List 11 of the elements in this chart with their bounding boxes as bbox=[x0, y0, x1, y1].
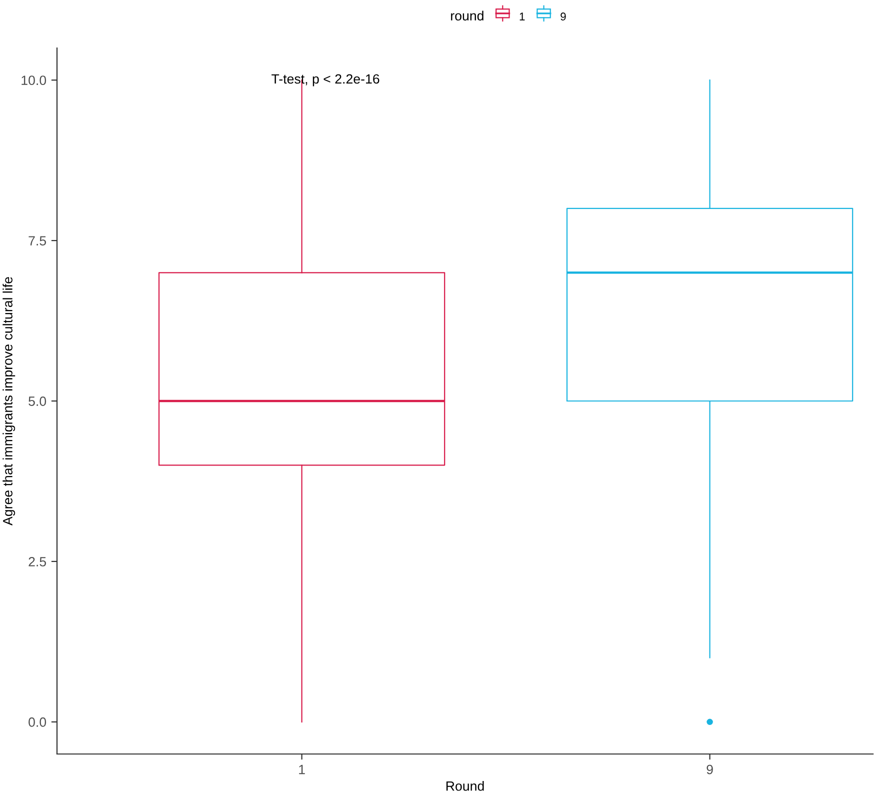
x-axis-title: Round bbox=[446, 781, 484, 791]
y-axis-title: Agree that immigrants improve cultural life bbox=[2, 277, 16, 526]
legend-label: 1 bbox=[520, 12, 525, 20]
legend-title: round bbox=[451, 10, 484, 21]
y-tick-label: 7.5 bbox=[28, 236, 46, 246]
legend-label: 9 bbox=[560, 12, 566, 20]
y-tick-label: 5.0 bbox=[28, 396, 46, 406]
y-tick-label: 2.5 bbox=[28, 556, 46, 566]
y-tick-label: 0.0 bbox=[28, 717, 46, 727]
y-tick-label: 10.0 bbox=[22, 76, 46, 86]
annotation: T-test, p < 2.2e-16 bbox=[272, 74, 380, 86]
